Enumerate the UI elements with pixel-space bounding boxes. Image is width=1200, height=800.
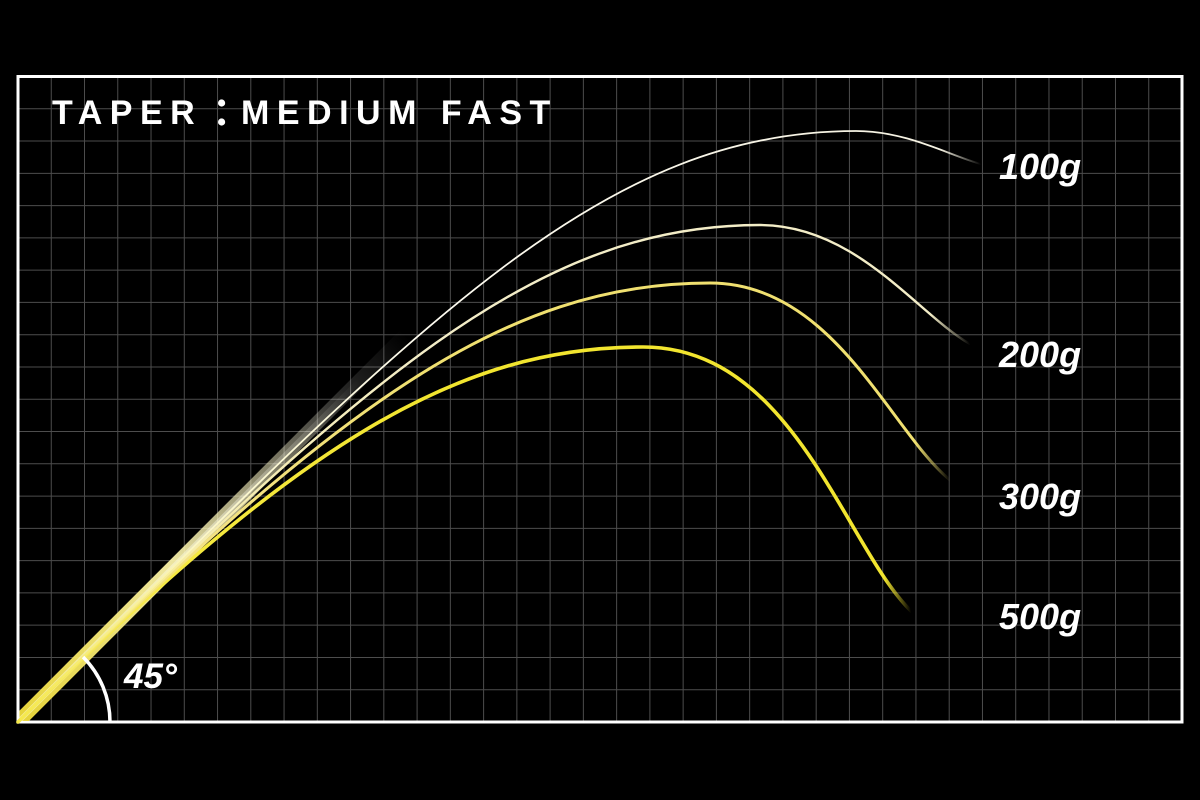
svg-text:45°: 45° (123, 657, 178, 696)
svg-text:300g: 300g (999, 476, 1081, 517)
svg-text:100g: 100g (999, 146, 1081, 187)
svg-text:500g: 500g (999, 596, 1081, 637)
svg-text:200g: 200g (998, 334, 1081, 375)
svg-text:TAPER:MEDIUM FAST: TAPER:MEDIUM FAST (52, 94, 558, 132)
